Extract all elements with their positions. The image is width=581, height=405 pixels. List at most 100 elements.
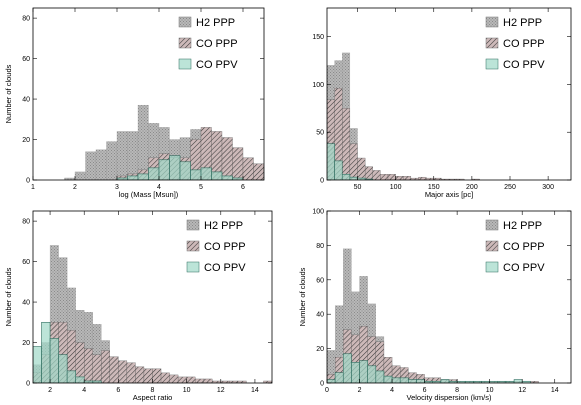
- y-axis-label: Number of clouds: [4, 267, 13, 326]
- chart-bottom-left: 2 4 6 8 10 12 14 0 20 40 60 80 Aspect ratio Number of…: [4, 210, 273, 402]
- bar: [285, 176, 296, 180]
- x-tick-label: 4: [157, 184, 161, 191]
- plot-frame: [326, 210, 572, 384]
- bar: [143, 368, 153, 383]
- bar: [169, 155, 181, 180]
- bar: [127, 175, 139, 180]
- bar: [200, 167, 212, 180]
- bar: [341, 173, 351, 180]
- bar: [380, 174, 389, 180]
- bar: [221, 175, 233, 180]
- y-tick-label: 20: [316, 346, 324, 353]
- bar: [349, 143, 358, 180]
- bar: [263, 380, 272, 383]
- legend-swatch: [178, 16, 192, 28]
- bar: [92, 380, 102, 383]
- bar: [383, 375, 393, 383]
- bar: [49, 338, 59, 383]
- y-tick-label: 0: [320, 178, 324, 185]
- bar: [84, 348, 93, 383]
- y-tick-label: 60: [22, 259, 30, 266]
- bar: [387, 174, 396, 180]
- bar: [232, 147, 244, 180]
- x-tick-label: 4: [82, 387, 86, 394]
- bar: [364, 166, 373, 180]
- bar: [203, 378, 213, 383]
- legend-swatch: [485, 261, 499, 273]
- bar: [101, 350, 110, 383]
- legend-label: H2 PPP: [204, 220, 243, 232]
- y-tick-label: 20: [22, 137, 30, 144]
- x-axis-label: Aspect ratio: [133, 393, 173, 402]
- bar: [135, 366, 145, 383]
- x-tick-label: 2: [48, 387, 52, 394]
- x-tick-label: 14: [551, 387, 559, 394]
- legend-label: CO PPP: [503, 38, 545, 50]
- bar: [327, 379, 336, 383]
- x-axis-label: Major axis [pc]: [425, 190, 473, 199]
- chart-bottom-right: 0 2 4 6 8 10 12 14 0 20 40 60 80 100 Velocity dispersi…: [298, 209, 572, 402]
- legend: H2 PPP CO PPP CO PPV: [485, 219, 545, 274]
- x-tick-label: 12: [518, 387, 526, 394]
- bar: [148, 167, 160, 180]
- x-tick-label: 100: [390, 184, 402, 191]
- bar: [92, 354, 102, 383]
- bar: [33, 346, 42, 383]
- x-tick-label: 8: [151, 387, 155, 394]
- bar: [334, 372, 344, 383]
- legend-label: CO PPV: [503, 59, 545, 71]
- bar: [349, 176, 358, 180]
- legend-label: H2 PPP: [503, 17, 542, 29]
- x-tick-label: 6: [241, 184, 245, 191]
- bar: [375, 370, 385, 383]
- x-tick-label: 250: [504, 184, 516, 191]
- bar: [186, 376, 196, 383]
- bar: [177, 376, 187, 383]
- bar: [367, 365, 377, 383]
- bar: [160, 372, 170, 383]
- x-tick-label: 300: [542, 184, 554, 191]
- legend: H2 PPP CO PPP CO PPV: [485, 16, 545, 71]
- bar: [126, 362, 136, 383]
- y-tick-label: 80: [22, 219, 30, 226]
- bar: [95, 149, 107, 180]
- x-tick-label: 10: [486, 387, 494, 394]
- bar: [237, 380, 247, 383]
- bar: [395, 176, 404, 180]
- bar: [106, 141, 118, 180]
- bar: [364, 178, 374, 180]
- legend-swatch: [178, 37, 192, 49]
- bar: [74, 171, 86, 180]
- bar: [137, 173, 149, 180]
- bar: [190, 169, 202, 180]
- y-tick-label: 80: [316, 243, 324, 250]
- bar: [456, 178, 465, 180]
- series-co-ppv: [33, 321, 102, 383]
- bar: [85, 151, 97, 180]
- x-tick-label: 50: [354, 184, 362, 191]
- bar: [179, 161, 191, 180]
- y-tick-label: 50: [316, 130, 324, 137]
- bar: [403, 176, 412, 180]
- x-tick-label: 4: [390, 387, 394, 394]
- legend-label: CO PPV: [503, 262, 545, 274]
- bar: [342, 108, 351, 180]
- bar: [137, 104, 149, 180]
- x-tick-label: 2: [358, 387, 362, 394]
- y-tick-label: 40: [22, 300, 30, 307]
- bar: [195, 378, 204, 383]
- legend-swatch: [485, 240, 499, 252]
- legend-swatch: [485, 58, 499, 70]
- legend-swatch: [186, 219, 200, 231]
- bar: [327, 143, 335, 180]
- bar: [211, 171, 223, 180]
- legend-label: H2 PPP: [503, 220, 542, 232]
- y-axis-label: Number of clouds: [298, 267, 307, 326]
- legend-label: CO PPV: [204, 262, 246, 274]
- x-tick-label: 10: [183, 387, 191, 394]
- bars-bottom-left: [33, 245, 272, 383]
